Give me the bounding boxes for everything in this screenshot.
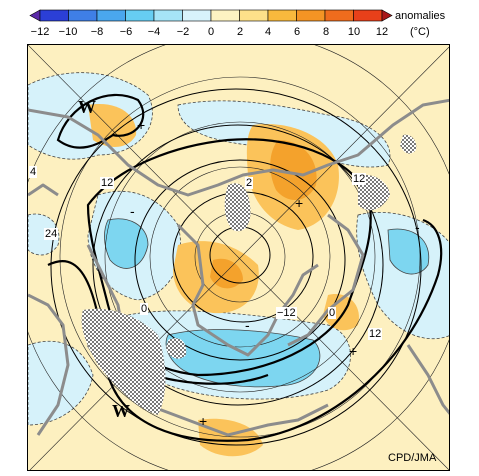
colorbar-arrow-low <box>29 9 41 22</box>
strong-positive-anomaly-areas <box>210 140 317 289</box>
polar-map: 24 12 4 12 0 −12 0 12 2 W W - - - + + + … <box>27 44 450 471</box>
map-canvas <box>28 45 449 470</box>
westerly-letter: W <box>112 401 130 421</box>
plus-sign: + <box>137 117 146 133</box>
strong-negative-anomaly-areas <box>104 218 430 388</box>
contour-label: 0 <box>140 303 149 315</box>
colorbar-tick-label: −10 <box>58 26 78 38</box>
colorbar-tick-label: −2 <box>176 26 190 38</box>
colorbar-tick-label: 12 <box>375 26 389 38</box>
westerly-letter: W <box>78 97 96 117</box>
contour-label: 24 <box>44 228 59 240</box>
contour-label: 12 <box>352 173 367 185</box>
colorbar-segment <box>182 9 212 22</box>
minus-sign: - <box>130 203 135 219</box>
colorbar-tick-label: 8 <box>322 26 330 38</box>
colorbar-unit: (°C) <box>410 26 430 38</box>
minus-sign: - <box>415 219 420 235</box>
colorbar-segment <box>68 9 98 22</box>
colorbar-tick-label: −6 <box>119 26 133 38</box>
plus-sign: + <box>349 343 358 359</box>
contour-label: 12 <box>100 177 115 189</box>
colorbar-segment <box>96 9 126 22</box>
latitude-circles <box>28 45 449 470</box>
meridians <box>28 45 449 470</box>
colorbar-segment <box>210 9 240 22</box>
colorbar-strip <box>29 9 393 22</box>
colorbar-segment <box>39 9 69 22</box>
contour-label: 12 <box>368 328 383 340</box>
colorbar-segment <box>153 9 183 22</box>
colorbar-tick-label: 6 <box>293 26 301 38</box>
colorbar-segment <box>267 9 297 22</box>
colorbar-arrow-high <box>381 9 393 22</box>
contour-label: 2 <box>245 177 254 189</box>
contour-label: 4 <box>29 166 38 178</box>
colorbar-segment <box>353 9 383 22</box>
minus-sign: - <box>245 317 250 333</box>
colorbar-segment <box>239 9 269 22</box>
colorbar-tick-label: −8 <box>90 26 104 38</box>
contour-label: 0 <box>328 307 337 319</box>
colorbar-title: anomalies <box>395 10 446 22</box>
colorbar-tick-label: −4 <box>147 26 161 38</box>
plus-sign: + <box>199 413 208 429</box>
colorbar-tick-label: −12 <box>30 26 50 38</box>
colorbar-legend: anomalies (°C) −12 −10 −8 −6 −4 −2 0 2 4… <box>0 0 479 42</box>
colorbar-segment <box>296 9 326 22</box>
contour-label: −12 <box>276 307 297 319</box>
plus-sign: + <box>295 195 304 211</box>
colorbar-tick-label: 10 <box>347 26 361 38</box>
colorbar-tick-label: 2 <box>236 26 244 38</box>
colorbar-segment <box>125 9 155 22</box>
credit-label: CPD/JMA <box>388 452 437 464</box>
colorbar-tick-label: 0 <box>207 26 215 38</box>
colorbar-tick-label: 4 <box>264 26 272 38</box>
colorbar-segment <box>324 9 354 22</box>
